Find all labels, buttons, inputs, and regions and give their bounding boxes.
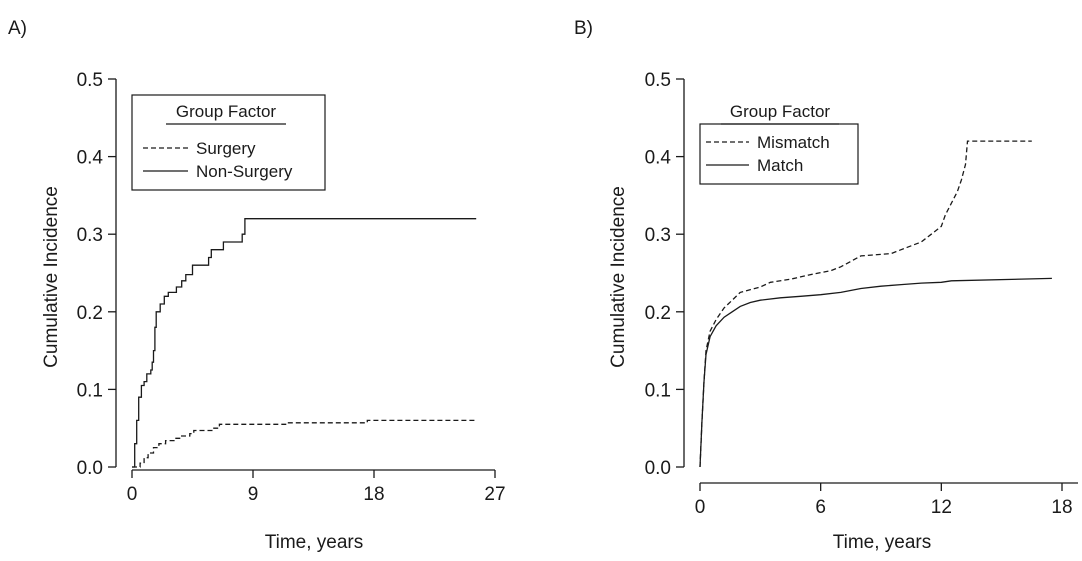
legend: Group Factor Surgery Non-Surgery: [131, 94, 326, 191]
y-tick-label: 0.2: [645, 303, 671, 324]
y-tick-label: 0.5: [77, 70, 103, 91]
legend-title: Group Factor: [730, 102, 830, 121]
legend-title: Group Factor: [176, 102, 276, 121]
y-tick-label: 0.5: [645, 70, 671, 91]
series-line-mismatch: [699, 140, 1032, 468]
legend-box: [699, 123, 859, 185]
panel-b: B) Cumulative Incidence Time, years Grou…: [574, 18, 1078, 553]
y-tick-label: 0.4: [645, 148, 672, 169]
y-tick-label: 0.4: [77, 148, 104, 169]
panel-label: B): [574, 18, 593, 39]
x-tick-label: 27: [484, 484, 505, 505]
legend-box: [131, 94, 326, 191]
legend-label-mismatch: Mismatch: [757, 133, 830, 152]
legend-label-surgery: Surgery: [196, 139, 256, 158]
y-tick-label: 0.2: [77, 303, 103, 324]
series-line-match: [699, 277, 1052, 468]
panel-label: A): [8, 18, 27, 39]
x-tick-label: 0: [695, 497, 706, 518]
y-tick-label: 0.0: [77, 458, 103, 479]
x-tick-label: 0: [127, 484, 138, 505]
x-tick-label: 12: [931, 497, 952, 518]
x-tick-label: 18: [363, 484, 384, 505]
x-tick-label: 18: [1051, 497, 1072, 518]
x-tick-label: 6: [815, 497, 826, 518]
y-tick-label: 0.0: [645, 458, 671, 479]
panel-a: A) Cumulative Incidence Time, years Grou…: [8, 18, 506, 553]
series-line-non-surgery: [132, 218, 477, 468]
x-axis-title: Time, years: [265, 532, 364, 553]
legend: Group Factor Mismatch Match: [699, 102, 859, 185]
y-tick-label: 0.1: [77, 380, 103, 401]
y-axis-title: Cumulative Incidence: [608, 186, 629, 368]
x-axis-title: Time, years: [833, 532, 932, 553]
x-tick-label: 9: [248, 484, 259, 505]
legend-label-match: Match: [757, 156, 803, 175]
y-tick-label: 0.3: [645, 225, 671, 246]
y-axis-title: Cumulative Incidence: [41, 186, 62, 368]
y-tick-label: 0.3: [77, 225, 103, 246]
y-tick-label: 0.1: [645, 380, 671, 401]
legend-label-non-surgery: Non-Surgery: [196, 162, 293, 181]
series-line-surgery: [132, 419, 477, 468]
